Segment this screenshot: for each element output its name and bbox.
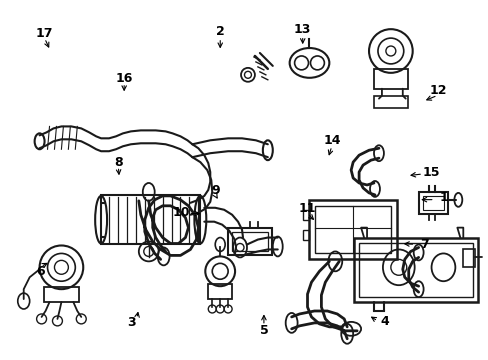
Text: 6: 6 [36, 265, 45, 278]
Bar [101, 195, 200, 244]
Bar [422, 196, 444, 210]
Text: 13: 13 [293, 23, 311, 36]
Text: 4: 4 [380, 315, 389, 328]
Bar [302, 210, 309, 220]
Text: 16: 16 [115, 72, 133, 85]
Bar [228, 228, 271, 255]
Text: 15: 15 [422, 166, 439, 179]
Text: 8: 8 [114, 156, 122, 168]
Text: 17: 17 [36, 27, 53, 40]
Bar [418, 192, 447, 214]
Text: 2: 2 [215, 25, 224, 38]
Bar [309, 200, 396, 260]
Text: 5: 5 [259, 324, 268, 337]
Bar [358, 243, 472, 297]
Bar [315, 206, 390, 253]
Bar [373, 69, 407, 89]
Bar [353, 238, 477, 302]
Bar [232, 231, 267, 251]
Bar [208, 284, 232, 299]
Text: 14: 14 [323, 134, 340, 147]
Text: 1: 1 [438, 191, 447, 204]
Bar [373, 96, 407, 108]
Text: 7: 7 [419, 238, 427, 251]
Text: 12: 12 [429, 84, 447, 97]
Text: 3: 3 [127, 316, 136, 329]
Text: 10: 10 [172, 206, 190, 219]
Bar [43, 287, 79, 302]
Bar [302, 230, 309, 239]
Text: 9: 9 [211, 184, 219, 197]
Bar [462, 249, 474, 267]
Text: 11: 11 [298, 202, 316, 215]
